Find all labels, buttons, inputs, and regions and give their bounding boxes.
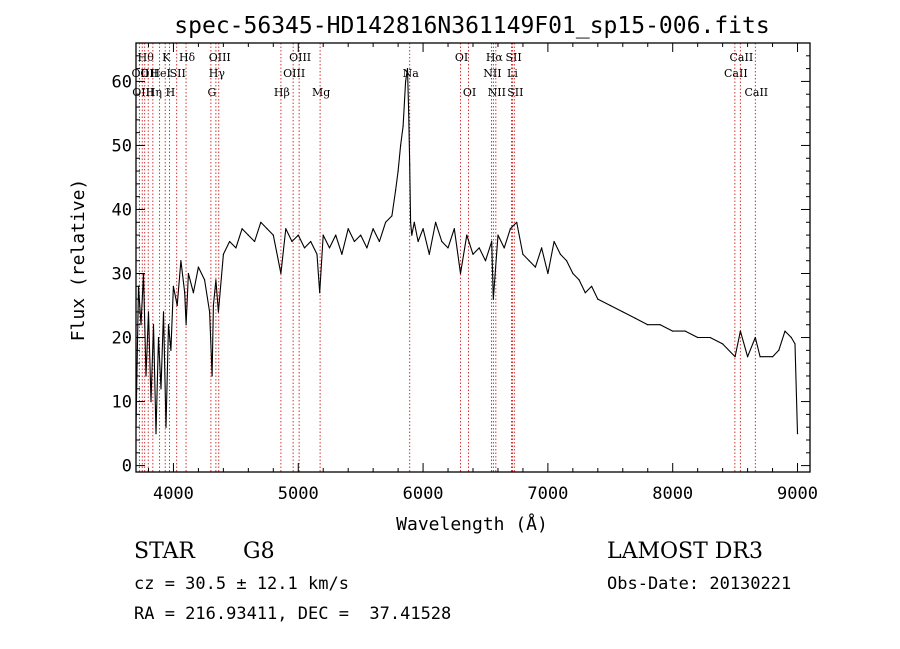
- spectral-line-label: OIII: [209, 51, 231, 64]
- spectrum-line: [135, 68, 799, 435]
- spectral-line-label: SII: [170, 67, 186, 80]
- x-axis: 4000 5000 6000 7000 8000 9000: [147, 43, 818, 504]
- chart-title: spec-56345-HD142816N361149F01_sp15-006.f…: [174, 13, 769, 39]
- spectral-line-label: OIII: [283, 67, 305, 80]
- line-markers: OIIOIIIHθOIIHηHeIKHSIIHδGHγOIIIHβOIIIOII…: [132, 43, 768, 472]
- y-tick-label: 0: [122, 457, 132, 477]
- spectral-line-label: K: [162, 51, 171, 64]
- x-tick-label: 4000: [153, 484, 194, 504]
- spectral-line-label: OIII: [132, 86, 154, 99]
- y-tick-label: 10: [112, 393, 132, 413]
- spectral-line-label: NII: [483, 67, 501, 80]
- y-axis-label: Flux (relative): [68, 179, 89, 342]
- plot-frame: [135, 42, 811, 473]
- spectral-line-label: OI: [455, 51, 468, 64]
- x-tick-label: 7000: [527, 484, 568, 504]
- spectral-line-label: OI: [463, 86, 476, 99]
- spectral-line-label: Li: [507, 67, 518, 80]
- observation-date: Obs-Date: 20130221: [607, 574, 792, 594]
- spectral-line-label: Hγ: [209, 67, 226, 80]
- y-tick-label: 20: [112, 329, 132, 349]
- spectral-line-label: Hη: [146, 86, 162, 99]
- y-tick-label: 40: [112, 200, 132, 220]
- spectral-line-label: NII: [488, 86, 506, 99]
- spectral-line-label: CaII: [724, 67, 748, 80]
- x-tick-label: 8000: [652, 484, 693, 504]
- spectral-line-label: SII: [505, 51, 521, 64]
- spectral-line-label: OII: [140, 67, 158, 80]
- spectral-line-label: CaII: [730, 51, 754, 64]
- y-axis: 0 10 20 30 40 50 60: [112, 55, 810, 477]
- y-tick-label: 60: [112, 72, 132, 92]
- spectral-line-label: Hδ: [179, 51, 196, 64]
- spectral-line-label: HeI: [150, 67, 170, 80]
- spectral-line-label: G: [207, 86, 216, 99]
- x-axis-label: Wavelength (Å): [396, 513, 548, 535]
- object-subclass: G8: [243, 539, 275, 564]
- spectral-line-label: OIII: [289, 51, 311, 64]
- spectral-line-label: SII: [507, 86, 523, 99]
- x-tick-label: 6000: [403, 484, 444, 504]
- x-tick-label: 5000: [278, 484, 319, 504]
- object-class: STAR: [134, 539, 195, 564]
- spectral-line-label: Hα: [486, 51, 504, 64]
- survey-name: LAMOST DR3: [607, 539, 763, 564]
- y-tick-label: 50: [112, 136, 132, 156]
- spectral-line-label: Hβ: [274, 86, 290, 99]
- coordinates: RA = 216.93411, DEC = 37.41528: [134, 604, 452, 624]
- spectral-line-label: Hθ: [138, 51, 155, 64]
- y-tick-label: 30: [112, 265, 132, 285]
- x-tick-label: 9000: [777, 484, 818, 504]
- spectral-line-label: Mg: [312, 86, 330, 99]
- redshift-cz: cz = 30.5 ± 12.1 km/s: [134, 574, 349, 594]
- spectral-line-label: CaII: [744, 86, 768, 99]
- spectral-line-label: H: [166, 86, 176, 99]
- spectral-line-label: Na: [403, 67, 420, 80]
- series-layer: [135, 68, 799, 435]
